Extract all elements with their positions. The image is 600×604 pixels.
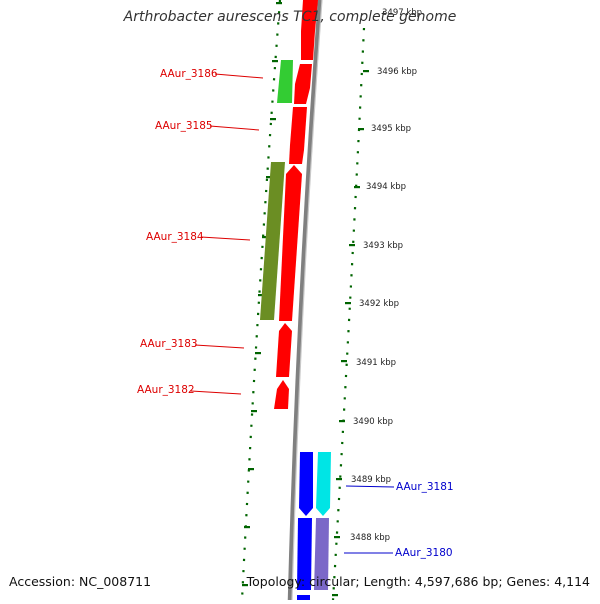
outer-ruler-tick [248, 468, 254, 471]
outer-ruler-tick [272, 60, 278, 63]
gene-aaur-3182-cds[interactable] [274, 380, 289, 409]
inner-ruler-tick [339, 420, 345, 423]
gene-aaur-3184-cds[interactable] [279, 165, 302, 321]
gene-aaur-3181-cds[interactable] [299, 452, 313, 516]
inner-ruler-ring [331, 27, 366, 601]
tick-label: 3492 kbp [359, 299, 399, 309]
inner-ruler-tick [332, 594, 338, 597]
gene-label-aaur-3180[interactable]: AAur_3180 [395, 547, 453, 559]
gene-label-leader [194, 344, 245, 349]
gene-label-aaur-3181[interactable]: AAur_3181 [396, 481, 454, 493]
tick-label: 3493 kbp [363, 241, 403, 251]
inner-ruler-tick [363, 70, 369, 73]
inner-ruler-tick [336, 478, 342, 481]
gene-aaur-3179-cds[interactable] [297, 595, 310, 600]
gene-label-leader [190, 390, 242, 395]
outer-ruler-tick [262, 236, 268, 239]
outer-ruler-tick [255, 352, 261, 355]
tick-labels: 3497 kbp 3496 kbp 3495 kbp 3494 kbp 3493… [350, 8, 422, 543]
map-title: Arthrobacter aurescens TC1, complete gen… [123, 9, 457, 25]
gene-aaur-3186-cog[interactable] [277, 60, 293, 103]
outer-ruler-tick [242, 584, 248, 587]
gene-label-aaur-3186[interactable]: AAur_3186 [160, 68, 218, 80]
inner-ruler-tick [334, 536, 340, 539]
inner-ruler-tick [358, 128, 364, 131]
inner-ruler-tick [349, 244, 355, 247]
outer-ruler-tick [251, 410, 257, 413]
outer-ruler-tick [244, 526, 250, 529]
tick-label: 3495 kbp [371, 124, 411, 134]
topology-summary: Topology: circular; Length: 4,597,686 bp… [246, 574, 590, 589]
tick-label: 3489 kbp [351, 475, 391, 485]
outer-ruler-tick [270, 118, 276, 121]
tick-label: 3488 kbp [350, 533, 390, 543]
accession-text: Accession: NC_008711 [9, 574, 152, 589]
tick-label: 3494 kbp [366, 182, 406, 192]
gene-label-leader [200, 236, 251, 241]
backbone-highlight [291, 0, 323, 601]
outer-ruler-tick [258, 294, 264, 297]
gene-aaur-3181-cog[interactable] [316, 452, 331, 516]
gene-aaur-3187-cds[interactable] [301, 0, 318, 60]
gene-aaur-3183-cds[interactable] [276, 323, 292, 377]
tick-label: 3497 kbp [382, 8, 422, 18]
tick-label: 3490 kbp [353, 417, 393, 427]
inner-ruler-tick [341, 360, 347, 363]
outer-ruler-tick [266, 176, 272, 179]
gene-label-aaur-3184[interactable]: AAur_3184 [146, 231, 204, 243]
gene-aaur-3185-cds[interactable] [289, 107, 307, 164]
gene-label-leader [345, 485, 395, 488]
inner-ruler-tick [354, 186, 360, 189]
gene-label-aaur-3182[interactable]: AAur_3182 [137, 384, 195, 396]
gene-label-leader [209, 125, 260, 131]
gene-aaur-3180-cds[interactable] [297, 518, 312, 590]
tick-label: 3491 kbp [356, 358, 396, 368]
ruler-ticks [242, 2, 369, 597]
outer-ruler-tick [276, 2, 282, 5]
outer-ruler-ring [240, 0, 282, 601]
gene-label-leader [214, 73, 264, 79]
gene-aaur-3184-cog[interactable] [260, 162, 285, 320]
gene-aaur-3186-cds[interactable] [294, 64, 312, 104]
tick-label: 3496 kbp [377, 67, 417, 77]
gene-label-aaur-3183[interactable]: AAur_3183 [140, 338, 198, 350]
gene-label-aaur-3185[interactable]: AAur_3185 [155, 120, 213, 132]
inner-ruler-tick [345, 302, 351, 305]
gene-aaur-3180-cog[interactable] [314, 518, 329, 590]
backbone-track [287, 0, 323, 601]
